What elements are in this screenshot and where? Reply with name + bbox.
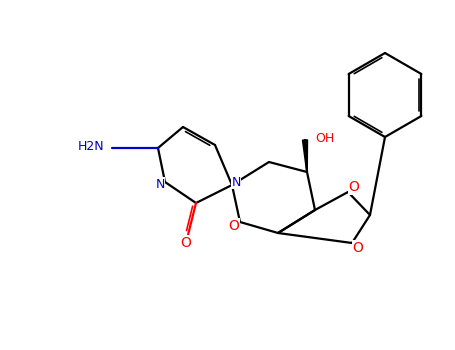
Text: O: O: [228, 219, 239, 233]
Text: O: O: [353, 241, 364, 255]
Text: O: O: [181, 236, 192, 250]
Text: OH: OH: [315, 132, 334, 145]
Text: N: N: [231, 175, 241, 189]
Polygon shape: [303, 140, 308, 172]
Text: O: O: [349, 180, 359, 194]
Text: N: N: [155, 177, 165, 190]
Text: H2N: H2N: [77, 140, 104, 154]
